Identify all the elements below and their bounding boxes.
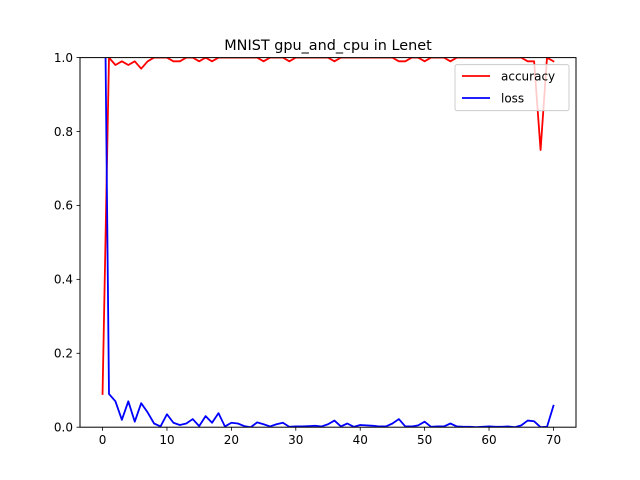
y-tick-label: 1.0 xyxy=(54,51,73,65)
y-tick-label: 0.8 xyxy=(54,125,73,139)
x-tick-label: 40 xyxy=(353,433,368,447)
x-tick-label: 30 xyxy=(288,433,303,447)
legend: accuracy loss xyxy=(454,64,570,112)
y-tick-label: 0.0 xyxy=(54,421,73,435)
y-tick-label: 0.2 xyxy=(54,347,73,361)
x-tick-label: 20 xyxy=(224,433,239,447)
y-tick-label: 0.4 xyxy=(54,273,73,287)
x-tick-label: 10 xyxy=(159,433,174,447)
chart-title: MNIST gpu_and_cpu in Lenet xyxy=(224,38,432,54)
plot-frame xyxy=(79,57,577,428)
y-tick-label: 0.6 xyxy=(54,199,73,213)
x-tick-label: 60 xyxy=(481,433,496,447)
x-tick-label: 50 xyxy=(417,433,432,447)
legend-label-loss: loss xyxy=(501,92,524,106)
axes-layer: 0 10 20 30 40 50 60 70 0.0 0.2 0.4 0.6 0.8 1.0 xyxy=(54,51,577,447)
x-tick-label: 0 xyxy=(99,433,107,447)
x-tick-label: 70 xyxy=(546,433,561,447)
legend-label-accuracy: accuracy xyxy=(501,70,555,84)
series-line-accuracy xyxy=(101,57,555,395)
